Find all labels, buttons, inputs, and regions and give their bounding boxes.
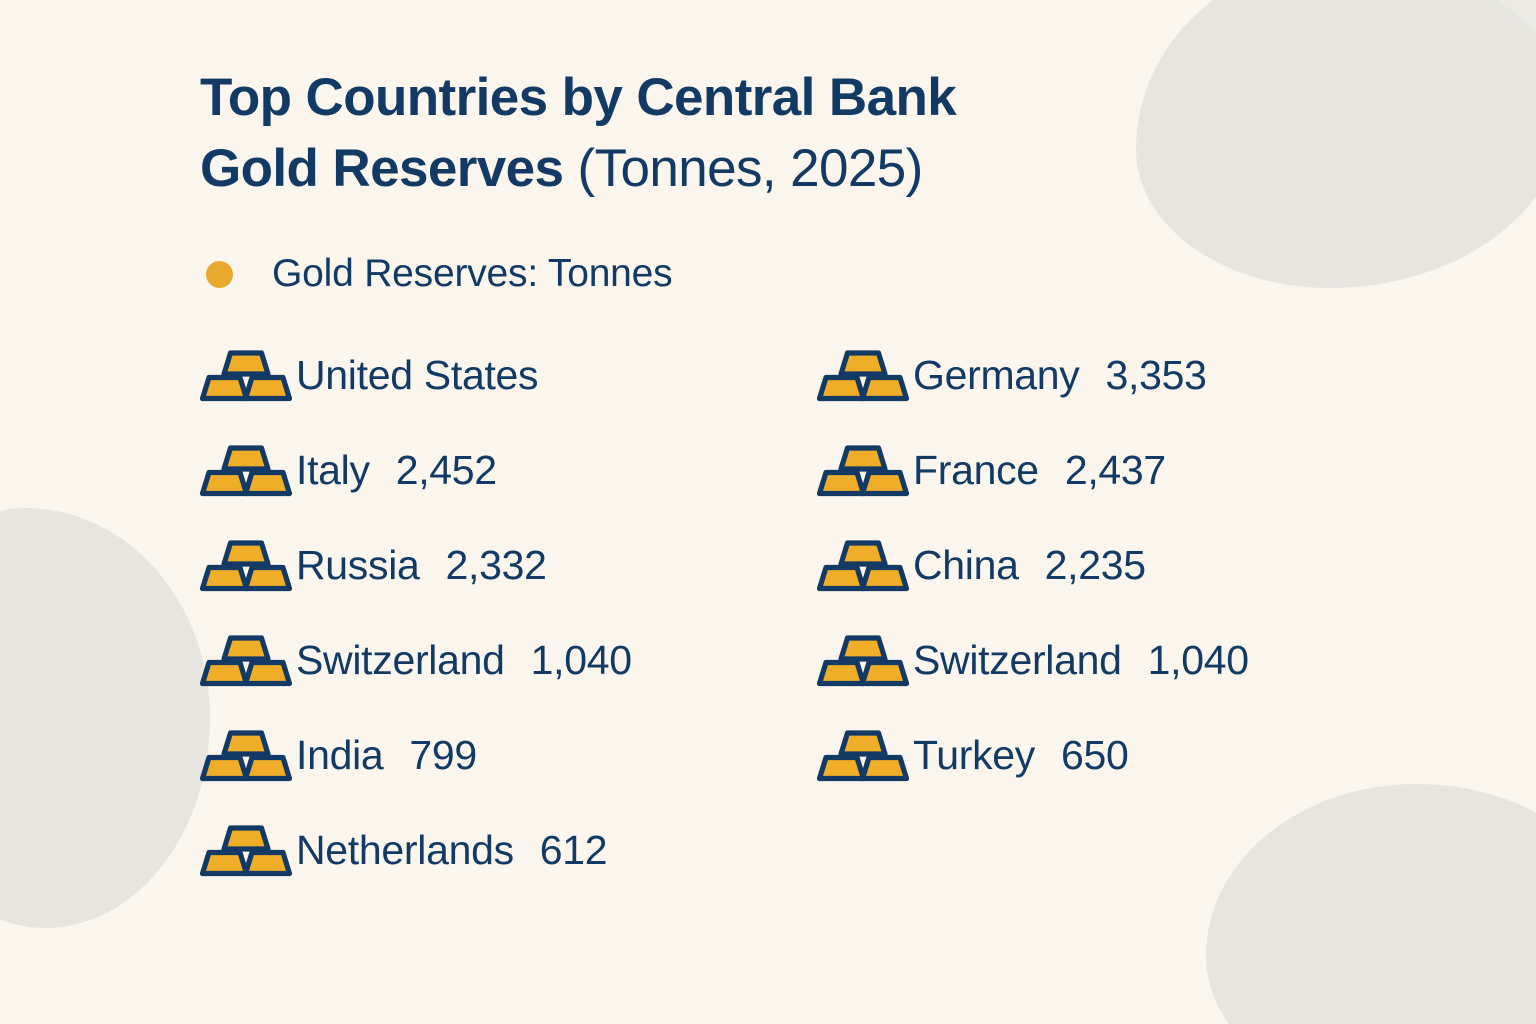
country-row-text: Netherlands 612 [296, 827, 608, 874]
gold-bars-icon [200, 822, 296, 880]
country-row-text: Italy 2,452 [296, 447, 497, 494]
gold-bars-icon [200, 347, 296, 405]
country-row[interactable]: India 799 [200, 708, 825, 803]
gold-bars-icon [817, 632, 913, 690]
page-title-bold-line1: Top Countries by Central Bank [200, 68, 957, 127]
gold-bars-icon [200, 442, 296, 500]
country-row-text: Switzerland 1,040 [296, 637, 632, 684]
gold-bars-icon [200, 539, 292, 591]
column-left: United States Italy 2,452 Russia 2,332 Switze… [200, 328, 825, 898]
country-name: China [913, 542, 1019, 589]
legend: Gold Reserves: Tonnes [206, 252, 1536, 296]
gold-bars-icon [817, 539, 909, 591]
country-row[interactable]: Italy 2,452 [200, 423, 825, 518]
country-row[interactable]: Russia 2,332 [200, 518, 825, 613]
country-row-text: France 2,437 [913, 447, 1166, 494]
country-row[interactable]: Germany 3,353 [817, 328, 1442, 423]
country-row[interactable]: United States [200, 328, 825, 423]
country-value: 1,040 [1147, 637, 1249, 684]
country-name: France [913, 447, 1039, 494]
gold-bars-icon [817, 442, 913, 500]
country-value: 2,332 [445, 542, 547, 589]
country-row-text: Turkey 650 [913, 732, 1129, 779]
country-name: United States [296, 352, 539, 399]
country-value: 1,040 [530, 637, 632, 684]
country-row-text: Russia 2,332 [296, 542, 547, 589]
gold-bars-icon [200, 349, 292, 401]
country-row-text: Germany 3,353 [913, 352, 1207, 399]
gold-bars-icon [817, 729, 909, 781]
country-row[interactable]: Switzerland 1,040 [817, 613, 1442, 708]
country-value: 799 [409, 732, 477, 779]
country-row[interactable]: Turkey 650 [817, 708, 1442, 803]
country-row[interactable]: China 2,235 [817, 518, 1442, 613]
gold-bars-icon [817, 537, 913, 595]
gold-bars-icon [817, 349, 909, 401]
country-value: 2,452 [395, 447, 497, 494]
data-columns: United States Italy 2,452 Russia 2,332 Switze… [200, 328, 1536, 898]
gold-bars-icon [817, 347, 913, 405]
country-row-text: Switzerland 1,040 [913, 637, 1249, 684]
gold-bars-icon [817, 444, 909, 496]
gold-bars-icon [817, 634, 909, 686]
gold-dot-icon [206, 260, 233, 288]
column-right: Germany 3,353 France 2,437 China 2,235 Switzer… [817, 328, 1442, 898]
country-row-text: India 799 [296, 732, 477, 779]
country-name: India [296, 732, 384, 779]
country-name: Turkey [913, 732, 1035, 779]
country-value: 612 [539, 827, 608, 874]
country-row[interactable]: Netherlands 612 [200, 803, 825, 898]
country-name: Italy [296, 447, 370, 494]
gold-bars-icon [817, 727, 913, 785]
page-title-light-suffix: (Tonnes, 2025) [563, 139, 924, 199]
gold-bars-icon [200, 444, 292, 496]
country-value: 3,353 [1105, 352, 1207, 399]
page-title: Top Countries by Central Bank Gold Reser… [200, 62, 1300, 204]
country-row-text: United States [296, 352, 539, 399]
country-value: 650 [1060, 732, 1129, 779]
country-value: 2,235 [1044, 542, 1146, 589]
country-row[interactable]: Switzerland 1,040 [200, 613, 825, 708]
legend-label: Gold Reserves: Tonnes [272, 252, 673, 296]
country-row[interactable]: France 2,437 [817, 423, 1442, 518]
country-row-text: China 2,235 [913, 542, 1146, 589]
page-title-bold-line2: Gold Reserves [200, 139, 564, 199]
country-name: Switzerland [296, 637, 505, 684]
gold-bars-icon [200, 729, 292, 781]
country-name: Netherlands [296, 827, 514, 874]
gold-bars-icon [200, 632, 296, 690]
gold-bars-icon [200, 634, 292, 686]
country-name: Russia [296, 542, 420, 589]
country-name: Switzerland [913, 637, 1122, 684]
gold-bars-icon [200, 824, 292, 876]
infographic-page: Top Countries by Central Bank Gold Reser… [200, 62, 1536, 898]
gold-bars-icon [200, 537, 296, 595]
country-name: Germany [913, 352, 1080, 399]
gold-bars-icon [200, 727, 296, 785]
country-value: 2,437 [1064, 447, 1166, 494]
